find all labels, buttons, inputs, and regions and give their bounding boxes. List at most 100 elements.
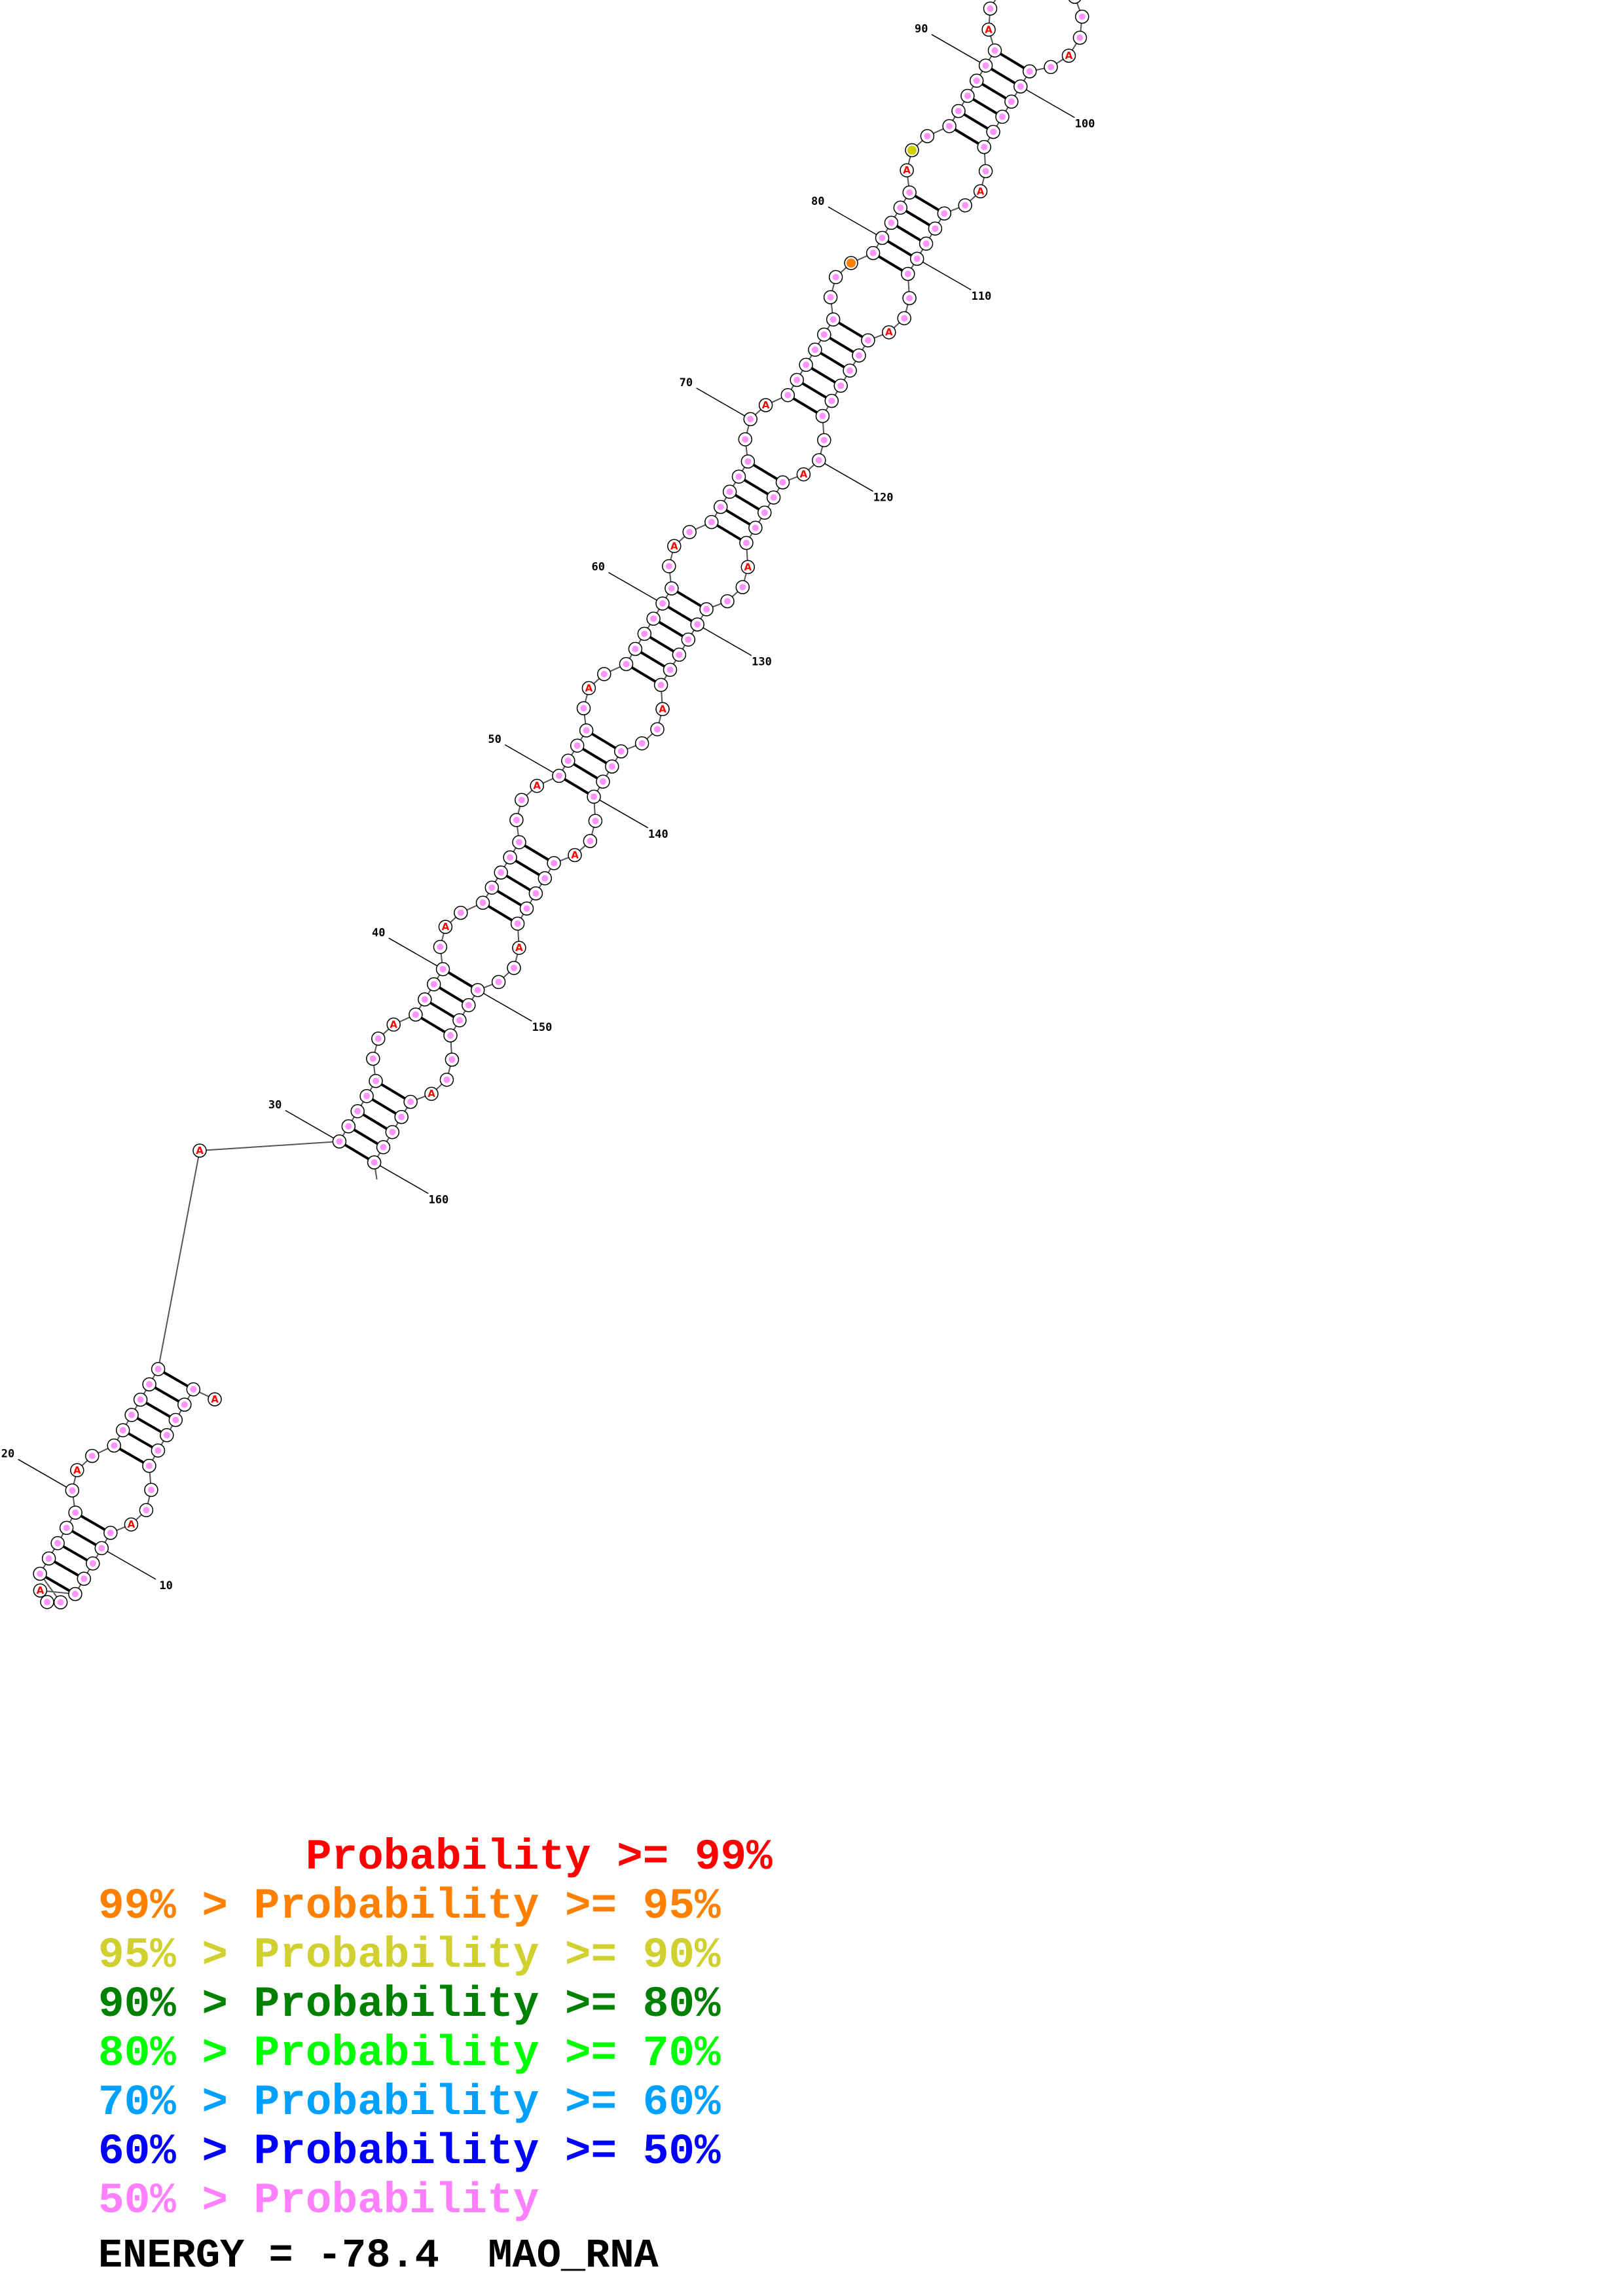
base-dot-159: [143, 1507, 150, 1514]
index-tick-1: [18, 1459, 73, 1491]
base-dot-57: [879, 234, 886, 242]
base-dot-17: [498, 869, 505, 876]
base-circle-37: [667, 539, 682, 554]
base-dot-93: [913, 255, 921, 262]
base-circle-22: [530, 778, 544, 793]
base-dot-98: [864, 337, 871, 344]
main-base-pair-38: [905, 209, 930, 226]
yellow-probability-base: [907, 145, 917, 155]
base-dot-45: [747, 416, 754, 423]
base-circle-112: [740, 560, 756, 575]
main-base-pair-20: [649, 636, 674, 653]
base-dot-144: [443, 1076, 450, 1083]
legend-line-90: 95% > Probability >= 90%: [98, 1931, 721, 1980]
base-dot-50: [811, 346, 818, 353]
base-dot-157: [145, 1462, 153, 1469]
base-dot-142: [447, 1032, 454, 1039]
index-label-9: 100: [1075, 118, 1095, 131]
base-dot-53: [827, 294, 834, 301]
base-letter-112: A: [744, 561, 752, 573]
base-dot-4: [373, 1077, 379, 1085]
main-base-pair-16: [582, 747, 608, 764]
base-dot-27: [580, 705, 587, 712]
index-label-10: 110: [972, 290, 992, 303]
base-dot-138: [495, 978, 502, 986]
base-dot-146: [407, 1098, 414, 1105]
small-base-pair-10: [163, 1371, 189, 1388]
index-label-6: 70: [680, 376, 693, 389]
base-circle-145: [424, 1086, 439, 1101]
base-dot-161: [107, 1530, 114, 1536]
small-base-pair-7: [136, 1417, 162, 1433]
base-letter-121: A: [659, 703, 666, 715]
base-dot-60: [906, 189, 913, 196]
base-letter-37: A: [670, 540, 678, 552]
base-circle-106: [796, 467, 811, 482]
base-dot-48: [793, 376, 801, 384]
index-tick-8: [931, 34, 986, 66]
base-dot-168: [57, 1599, 64, 1606]
base-dot-10: [430, 980, 437, 988]
base-dot-152: [190, 1386, 197, 1393]
base-dot-137: [511, 964, 517, 971]
main-base-pair-25: [725, 509, 751, 526]
base-dot-104: [820, 437, 828, 444]
index-tick-14: [477, 990, 532, 1022]
base-dot-156: [155, 1447, 162, 1454]
base-dot-148: [389, 1128, 396, 1136]
base-dot-171: [54, 1539, 62, 1547]
base-dot-2: [354, 1107, 361, 1115]
main-base-pair-17: [591, 732, 617, 749]
base-dot-153: [181, 1401, 188, 1408]
legend-line-60: 70% > Probability >= 60%: [98, 2078, 721, 2127]
base-circle-61: [900, 163, 914, 177]
base-letter-13: A: [442, 921, 450, 933]
base-letter-28: A: [585, 682, 593, 694]
base-letter-76: A: [1071, 0, 1079, 3]
main-base-pair-18: [631, 666, 657, 683]
base-dot-100: [847, 367, 854, 374]
base-dot-24: [564, 757, 572, 764]
legend-line-below-50: 50% > Probability: [98, 2176, 539, 2225]
main-base-pair-37: [896, 224, 922, 242]
base-circle-175: [70, 1463, 84, 1478]
index-label-7: 80: [811, 195, 824, 208]
base-dot-133: [532, 890, 539, 897]
index-labels: 10 20 30 40 50 60 70 80 90 100 110 120 130 140 150 160: [1, 23, 1095, 1592]
legend-line-70: 80% > Probability >= 70%: [98, 2029, 721, 2078]
base-dot-118: [676, 651, 683, 658]
main-base-pair-13: [524, 844, 549, 861]
base-dot-108: [770, 494, 777, 501]
base-dot-19: [516, 838, 522, 846]
base-dot-42: [735, 473, 742, 480]
base-letter-160: A: [128, 1518, 136, 1530]
base-dot-110: [752, 524, 759, 531]
base-dot-65: [955, 107, 962, 115]
base-dot-40: [717, 503, 724, 511]
base-dot-129: [587, 838, 594, 844]
base-dot-99: [856, 352, 862, 359]
base-dot-182: [155, 1365, 162, 1372]
base-dot-25: [574, 742, 581, 749]
index-label-1: 20: [1, 1448, 14, 1461]
main-base-pair-0: [344, 1143, 370, 1160]
base-dot-47: [784, 391, 792, 399]
energy-footer: ENERGY = -78.4 MAO_RNA: [98, 2233, 659, 2279]
main-base-pair-15: [573, 762, 598, 780]
index-tick-4: [504, 744, 560, 777]
base-dot-158: [147, 1486, 155, 1494]
base-dot-5: [369, 1055, 376, 1062]
small-base-pair-6: [128, 1432, 153, 1448]
base-dot-172: [63, 1524, 70, 1532]
base-dot-94: [904, 270, 911, 278]
base-dot-20: [513, 816, 520, 823]
main-base-pair-22: [667, 605, 693, 622]
base-dot-86: [981, 143, 988, 151]
main-base-pair-24: [716, 524, 742, 541]
base-letter-145: A: [428, 1088, 435, 1100]
base-dot-177: [111, 1442, 118, 1449]
base-letter-106: A: [800, 469, 808, 480]
main-base-pair-33: [829, 336, 854, 353]
base-dot-58: [888, 219, 895, 226]
base-dot-141: [456, 1016, 463, 1024]
